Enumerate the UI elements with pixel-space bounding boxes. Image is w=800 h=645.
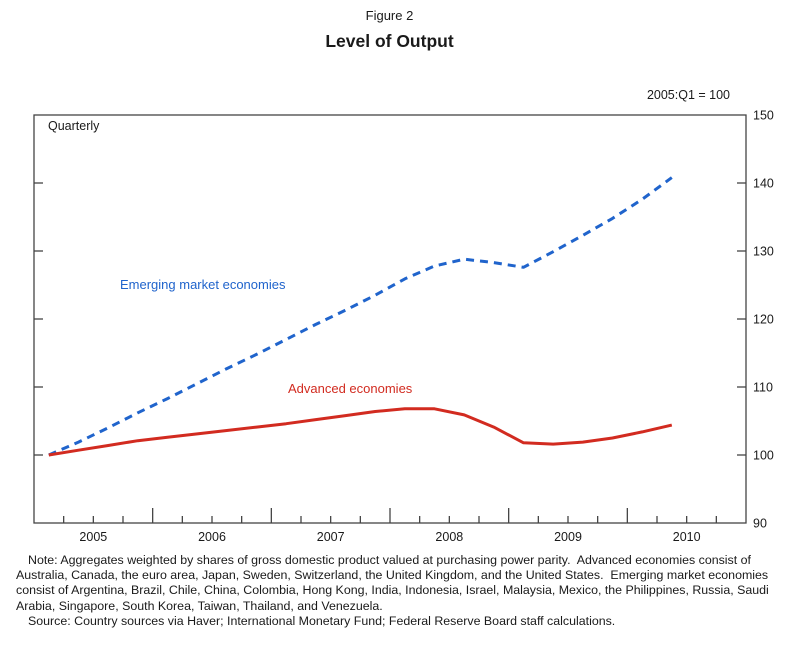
x-year-label: 2008 <box>435 530 463 544</box>
emerging-market-line <box>48 176 673 457</box>
title-block: Figure 2 Level of Output <box>0 8 779 52</box>
y-tick-label: 90 <box>753 517 767 531</box>
x-year-label: 2009 <box>554 530 582 544</box>
source-text: Source: Country sources via Haver; Inter… <box>28 613 616 628</box>
y-tick-label: 110 <box>753 381 773 395</box>
x-year-label: 2006 <box>198 530 226 544</box>
y-tick-label: 100 <box>753 449 774 463</box>
x-year-label: 2010 <box>673 530 701 544</box>
y-tick-label: 150 <box>753 109 774 123</box>
y-tick-label: 120 <box>753 313 774 327</box>
frequency-label: Quarterly <box>48 119 100 133</box>
footnote-block: Note: Aggregates weighted by shares of g… <box>16 553 794 629</box>
x-year-label: 2005 <box>79 530 107 544</box>
y-tick-label: 130 <box>753 245 774 259</box>
y-tick-label: 140 <box>753 177 774 191</box>
x-year-label: 2007 <box>317 530 345 544</box>
index-base-note: 2005:Q1 = 100 <box>646 88 730 102</box>
emerging-market-economies-label: Emerging market economies <box>120 277 286 292</box>
note-text: Note: Aggregates weighted by shares of g… <box>16 553 772 613</box>
plot-frame <box>33 114 747 524</box>
chart-title: Level of Output <box>325 31 454 51</box>
advanced-economies-label: Advanced economies <box>288 381 413 396</box>
advanced-economies-line <box>48 407 673 457</box>
figure-label: Figure 2 <box>365 8 414 23</box>
